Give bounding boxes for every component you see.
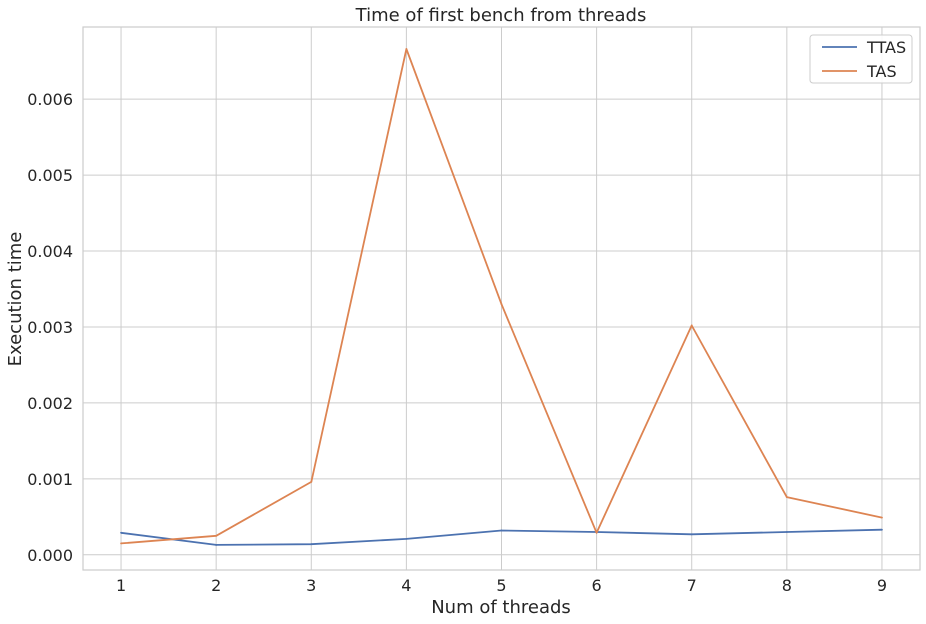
grid <box>83 27 920 570</box>
data-point-ttas <box>690 533 693 536</box>
x-tick-labels: 1 2 3 4 5 6 7 8 9 <box>116 576 887 595</box>
x-axis-title: Num of threads <box>431 597 571 618</box>
y-tick-label: 0.002 <box>27 394 73 413</box>
series-group <box>120 48 883 546</box>
data-point-tas <box>785 496 788 498</box>
data-point-ttas <box>310 543 313 546</box>
data-point-ttas <box>405 537 408 540</box>
x-tick-label: 9 <box>877 576 887 595</box>
data-point-tas <box>690 324 693 327</box>
x-tick-label: 4 <box>401 576 411 595</box>
x-tick-label: 7 <box>687 576 697 595</box>
y-tick-label: 0.005 <box>27 166 73 185</box>
y-tick-label: 0.001 <box>27 470 73 489</box>
data-point-tas <box>120 542 122 545</box>
y-tick-label: 0.000 <box>27 546 73 565</box>
legend-label-ttas: TTAS <box>866 38 906 57</box>
y-tick-label: 0.004 <box>27 242 73 261</box>
x-tick-label: 2 <box>211 576 221 595</box>
data-point-ttas <box>500 529 503 532</box>
data-point-tas <box>500 303 503 306</box>
legend: TTAS TAS <box>809 34 913 84</box>
chart-title: Time of first bench from threads <box>355 5 647 26</box>
x-tick-label: 1 <box>116 576 126 595</box>
data-point-ttas <box>215 544 218 546</box>
plot-frame <box>82 26 921 571</box>
y-axis-title: Execution time <box>5 232 26 367</box>
x-tick-label: 3 <box>306 576 316 595</box>
data-point-ttas <box>120 531 122 534</box>
y-tick-labels: 0.000 0.001 0.002 0.003 0.004 0.005 0.006 <box>27 90 73 565</box>
x-tick-label: 8 <box>782 576 792 595</box>
legend-label-tas: TAS <box>866 62 897 81</box>
y-tick-label: 0.003 <box>27 318 73 337</box>
y-tick-label: 0.006 <box>27 90 73 109</box>
data-point-tas <box>310 481 313 483</box>
data-point-ttas <box>785 531 788 533</box>
data-point-tas <box>405 48 408 50</box>
data-point-tas <box>215 534 218 537</box>
data-point-tas <box>881 516 883 519</box>
data-point-tas <box>595 531 598 534</box>
x-tick-label: 5 <box>496 576 506 595</box>
data-point-ttas <box>881 528 883 531</box>
x-tick-label: 6 <box>592 576 602 595</box>
